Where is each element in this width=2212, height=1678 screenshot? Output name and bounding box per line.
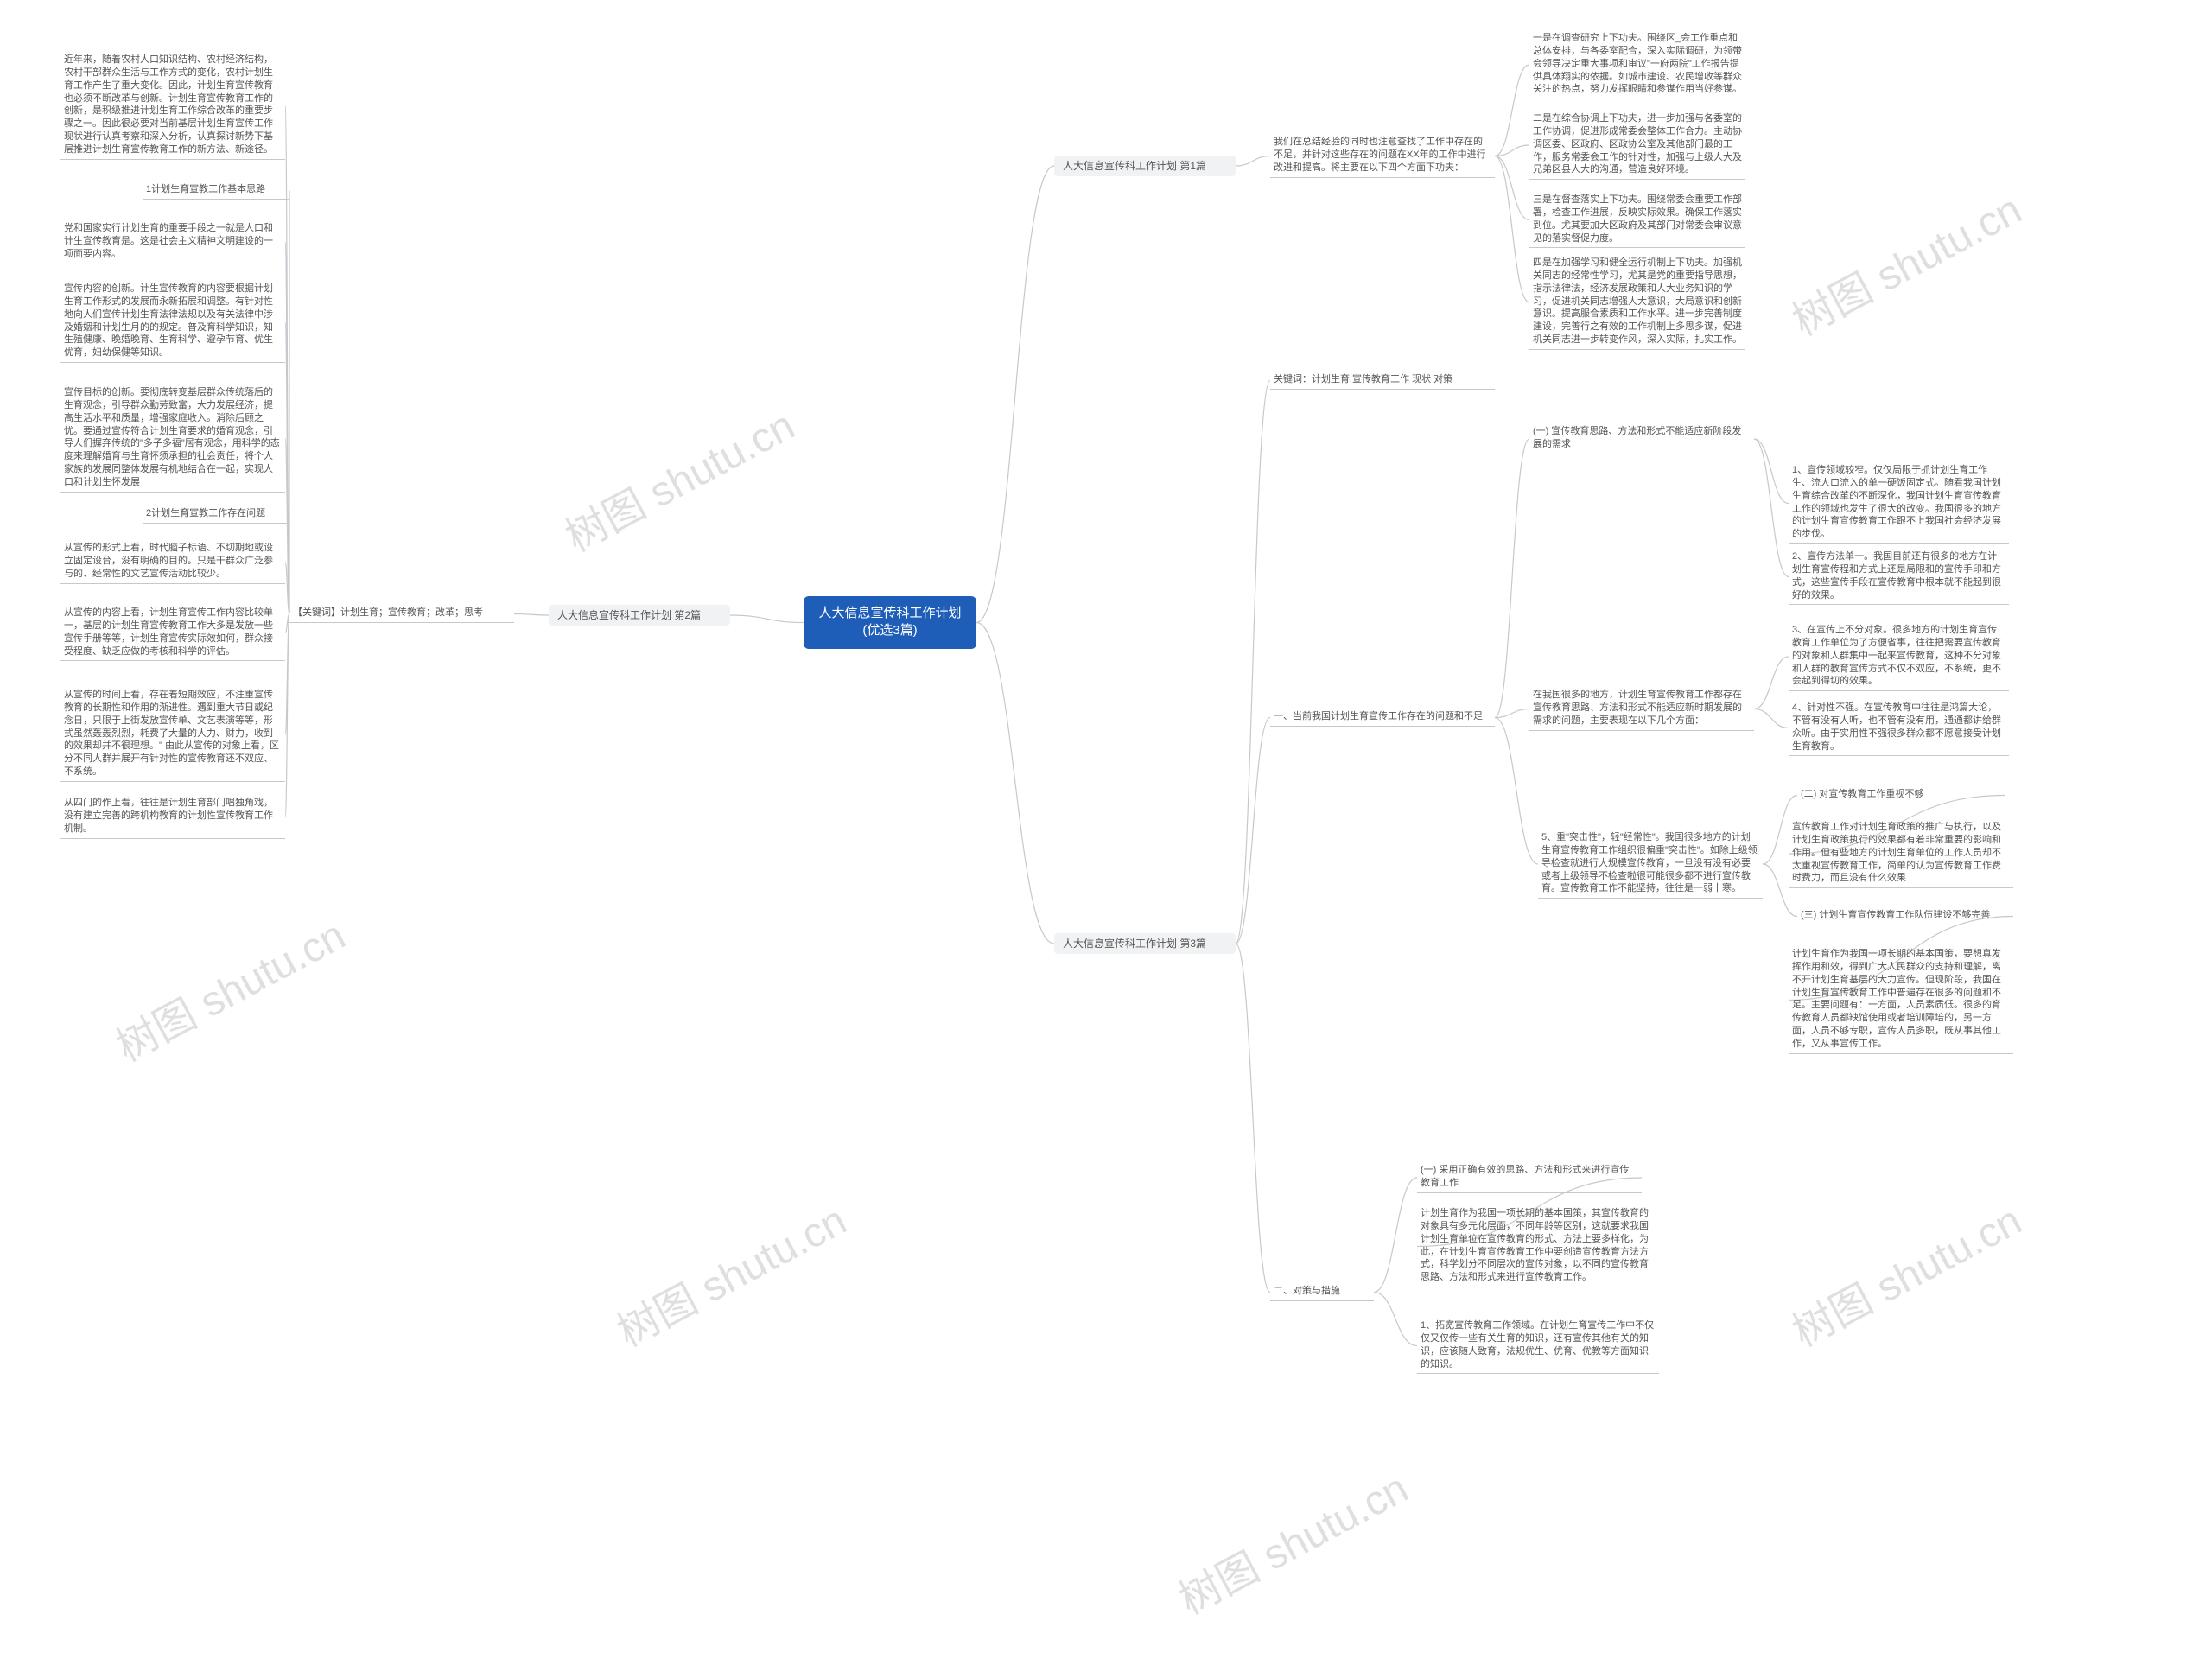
connector	[1754, 439, 1789, 504]
connector	[285, 614, 289, 817]
watermark: 树图 shutu.cn	[553, 391, 804, 563]
connector	[1495, 65, 1529, 156]
connector	[1495, 439, 1529, 718]
connector	[1754, 657, 1789, 709]
connector	[1495, 145, 1529, 156]
connector	[730, 615, 804, 623]
watermark: 树图 shutu.cn	[605, 1186, 855, 1357]
leaf-node[interactable]: 我们在总结经验的同时也注意查找了工作中存在的不足，并针对这些存在的问题在XX年的…	[1270, 134, 1495, 178]
leaf-node[interactable]: 二是在综合协调上下功夫，进一步加强与各委室的工作协调，促进形成常委会整体工作合力…	[1529, 111, 1745, 180]
watermark: 树图 shutu.cn	[1780, 1186, 2031, 1357]
leaf-node[interactable]: (一) 宣传教育思路、方法和形式不能适应新阶段发展的需求	[1529, 423, 1754, 454]
connector	[1495, 156, 1529, 303]
connector	[1236, 156, 1270, 167]
leaf-node[interactable]: 从宣传的时间上看，存在着短期效应，不注重宣传教育的长期性和作用的渐进性。遇到重大…	[60, 687, 285, 782]
leaf-node[interactable]: 宣传教育工作对计划生育政策的推广与执行，以及计划生育政策执行的效果都有着非常重要…	[1789, 819, 2013, 888]
leaf-node[interactable]: 计划生育作为我国一项长期的基本国策，其宣传教育的对象具有多元化层面，不同年龄等区…	[1417, 1205, 1659, 1287]
leaf-node[interactable]: 宣传目标的创新。要彻底转变基层群众传统落后的生育观念，引导群众勤劳致富，大力发展…	[60, 385, 285, 493]
leaf-node[interactable]: 近年来，随着农村人口知识结构、农村经济结构，农村干部群众生活与工作方式的变化，农…	[60, 52, 285, 160]
leaf-node[interactable]: 1、拓宽宣传教育工作领域。在计划生育宣传工作中不仅仅又仅传一些有关生育的知识，还…	[1417, 1318, 1659, 1374]
leaf-node[interactable]: 党和国家实行计划生育的重要手段之一就是人口和计生宣传教育是。这是社会主义精神文明…	[60, 220, 285, 264]
leaf-node[interactable]: 2、宣传方法单一。我国目前还有很多的地方在计划生育宣传程和方式上还是局限和的宣传…	[1789, 549, 2009, 605]
connector	[1495, 709, 1529, 718]
leaf-node[interactable]: 一是在调查研究上下功夫。围绕区_会工作重点和总体安排，与各委室配合，深入实际调研…	[1529, 30, 1745, 99]
leaf-node[interactable]: 3、在宣传上不分对象。很多地方的计划生育宣传教育工作单位为了方便省事，往往把需要…	[1789, 622, 2009, 691]
connector	[285, 243, 289, 614]
connector	[1754, 709, 1789, 728]
connector	[1495, 718, 1538, 865]
watermark: 树图 shutu.cn	[1780, 175, 2031, 346]
leaf-node[interactable]: 1计划生育宣教工作基本思路	[143, 181, 289, 200]
branch-node[interactable]: 人大信息宣传科工作计划 第2篇	[549, 605, 730, 626]
connector	[1374, 1293, 1417, 1346]
watermark: 树图 shutu.cn	[1166, 1454, 1417, 1625]
connector	[1495, 156, 1529, 220]
root-node[interactable]: 人大信息宣传科工作计划(优选3篇)	[804, 596, 976, 649]
leaf-node[interactable]: 4、针对性不强。在宣传教育中往往是鸿篇大论，不管有没有人听，也不管有没有用，通通…	[1789, 700, 2009, 756]
mindmap-canvas: 树图 shutu.cn 树图 shutu.cn 树图 shutu.cn 树图 shut…	[0, 0, 2212, 1678]
leaf-node[interactable]: 宣传内容的创新。计生宣传教育的内容要根据计划生育工作形式的发展而永新拓展和调整。…	[60, 281, 285, 363]
branch-node[interactable]: 人大信息宣传科工作计划 第3篇	[1054, 933, 1236, 954]
leaf-node[interactable]: 从四门的作上看，往往是计划生育部门唱独角戏，没有建立完善的跨机构教育的计划性宣传…	[60, 795, 285, 839]
connector	[285, 322, 289, 614]
connector	[1236, 944, 1270, 1293]
connector	[285, 439, 289, 614]
connector	[1236, 718, 1270, 944]
leaf-node[interactable]: 三是在督查落实上下功夫。围绕常委会重要工作部署，检查工作进展，反映实际效果。确保…	[1529, 192, 1745, 248]
leaf-node[interactable]: 从宣传的形式上看，时代脑子标语、不切期地或设立固定设台，没有明确的目的。只是干群…	[60, 540, 285, 584]
leaf-node[interactable]: 5、重"突击性"，轻"经常性"。我国很多地方的计划生育宣传教育工作组织很偏重"突…	[1538, 829, 1763, 899]
leaf-node[interactable]: 计划生育作为我国一项长期的基本国策，要想真发挥作用和效，得到广大人民群众的支持和…	[1789, 946, 2013, 1054]
connector	[514, 614, 549, 616]
connector	[1374, 1178, 1417, 1293]
leaf-node[interactable]: (二) 对宣传教育工作重视不够	[1797, 786, 2005, 804]
leaf-node[interactable]: 二、对策与措施	[1270, 1283, 1374, 1301]
connector	[976, 623, 1054, 944]
leaf-node[interactable]: (三) 计划生育宣传教育工作队伍建设不够完善	[1797, 907, 2013, 925]
leaf-node[interactable]: 1、宣传领域较窄。仅仅局限于抓计划生育工作生、流人口流入的单一硬饭固定式。随看我…	[1789, 462, 2009, 544]
watermark: 树图 shutu.cn	[104, 901, 354, 1072]
leaf-node[interactable]: 【关键词】计划生育；宣传教育；改革；思考	[289, 605, 514, 623]
leaf-node[interactable]: 从宣传的内容上看，计划生育宣传工作内容比较单一，基层的计划生育宣传教育工作大多是…	[60, 605, 285, 661]
leaf-node[interactable]: 在我国很多的地方，计划生育宣传教育工作都存在宣传教育思路、方法和形式不能适应新时…	[1529, 687, 1754, 731]
branch-node[interactable]: 人大信息宣传科工作计划 第1篇	[1054, 156, 1236, 176]
leaf-node[interactable]: 2计划生育宣教工作存在问题	[143, 505, 289, 524]
connector	[1754, 439, 1789, 577]
leaf-node[interactable]: 关键词：计划生育 宣传教育工作 现状 对策	[1270, 372, 1495, 390]
leaf-node[interactable]: 一、当前我国计划生育宣传工作存在的问题和不足	[1270, 709, 1495, 727]
leaf-node[interactable]: 四是在加强学习和健全运行机制上下功夫。加强机关同志的经常性学习，尤其是党的重要指…	[1529, 255, 1745, 350]
connector	[976, 166, 1054, 623]
connector	[285, 614, 289, 735]
connector	[1236, 381, 1270, 944]
leaf-node[interactable]: (一) 采用正确有效的思路、方法和形式来进行宣传教育工作	[1417, 1162, 1642, 1193]
